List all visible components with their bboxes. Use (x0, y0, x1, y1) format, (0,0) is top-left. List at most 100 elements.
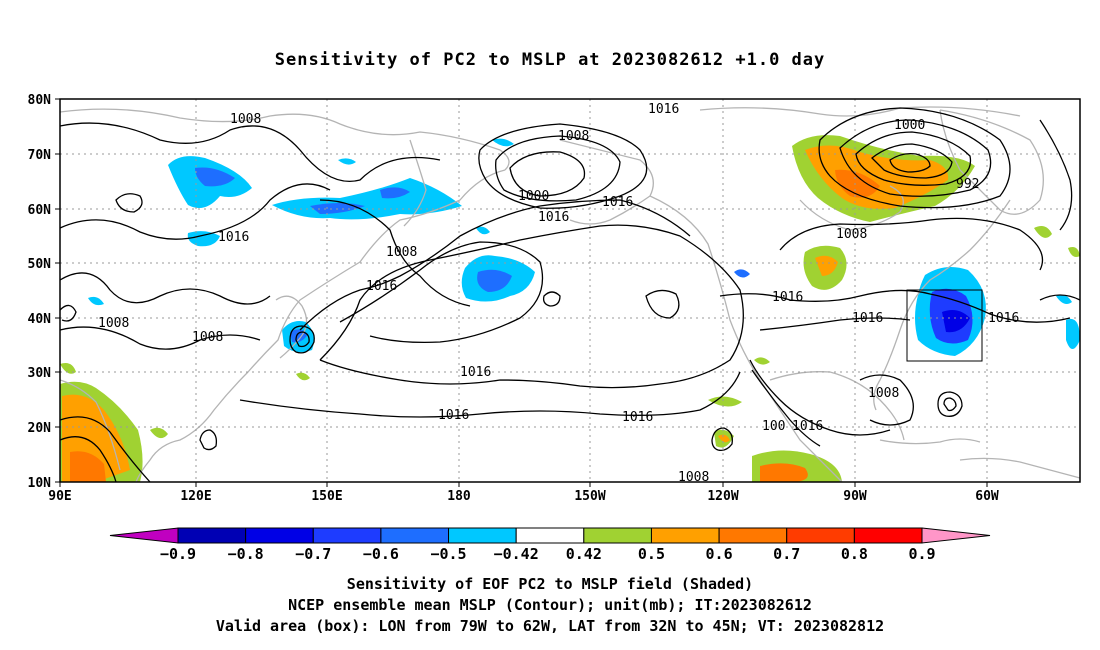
contour-label: 1000 (894, 118, 925, 133)
contour-label: 1016 (538, 210, 569, 225)
shade-atlantic-target-center (942, 310, 970, 333)
contour-small-ring-2 (115, 193, 143, 213)
colorbar-segment (448, 527, 517, 544)
contour-1016-pacific-ridge (299, 199, 691, 331)
lon-label: 150E (311, 489, 342, 504)
contour-label: 1000 (518, 189, 549, 204)
contour-india-2 (59, 436, 117, 483)
colorbar-label: −0.5 (430, 545, 466, 563)
contour-greenland-low-3 (871, 143, 953, 179)
contour-1008-aleutian-inner (495, 135, 621, 202)
contour-label: 1016 (772, 290, 803, 305)
colorbar-segment (650, 527, 720, 544)
colorbar-segment (853, 527, 923, 544)
lat-label: 20N (28, 421, 52, 436)
contour-1008-canada (779, 217, 1044, 271)
contour-1016-na (719, 289, 1071, 323)
shade-east-atlantic-spot2 (1056, 294, 1072, 304)
contour-1008-mexico (751, 369, 821, 447)
coast-asia-east (135, 169, 506, 483)
colorbar-label: 0.8 (841, 545, 868, 563)
colorbar-extend-high (921, 527, 991, 544)
contour-1016-atlantic (759, 317, 911, 331)
shade-mexico-core (760, 463, 808, 482)
lat-label: 40N (28, 312, 52, 327)
lon-label: 90W (843, 489, 867, 504)
contour-label: 100 (762, 419, 785, 434)
coast-south-america (959, 457, 1081, 479)
contour-japan-low-inner (295, 331, 310, 348)
graticule (60, 99, 1080, 482)
colorbar-label: 0.7 (773, 545, 800, 563)
figure-title: Sensitivity of PC2 to MSLP at 2023082612… (274, 50, 826, 70)
contour-label: 1008 (868, 386, 899, 401)
shade-bering-spot (492, 138, 514, 147)
latitude-labels: 80N 70N 60N 50N 40N 30N 20N 10N (28, 93, 52, 491)
shade-alaska-spot (476, 226, 490, 235)
shade-small-spot-1 (338, 158, 356, 165)
caption-line-2: NCEP ensemble mean MSLP (Contour); unit(… (288, 596, 812, 614)
contour-label: 1016 (218, 230, 249, 245)
contour-label: 1016 (988, 311, 1019, 326)
contour-high-center (645, 289, 680, 319)
figure-caption: Sensitivity of EOF PC2 to MSLP field (Sh… (0, 574, 1100, 637)
axis-ticks (55, 98, 988, 487)
contour-greenland-low-4 (889, 152, 931, 173)
contour-1008-gulf (859, 374, 914, 426)
colorbar-segment (312, 527, 382, 544)
lon-label: 90E (48, 489, 71, 504)
contour-1016-mexico (749, 359, 891, 436)
contour-1008-asia-south (59, 326, 261, 350)
contour-label: 1016 (648, 102, 679, 117)
lon-label: 150W (574, 489, 605, 504)
shade-texas-spot (754, 357, 770, 365)
lat-label: 80N (28, 93, 52, 108)
coast-greenland (939, 109, 1044, 215)
contour-atl-high-inner (943, 397, 957, 412)
map-frame (59, 98, 1081, 483)
coast-india (59, 379, 121, 471)
contour-label: 1016 (602, 195, 633, 210)
colorbar-label: 0.6 (706, 545, 733, 563)
contour-label: 1016 (792, 419, 823, 434)
shade-india-center (70, 451, 106, 482)
contour-1000-aleutian (509, 151, 586, 197)
colorbar-segment (786, 527, 855, 544)
colorbar-label: −0.8 (228, 545, 264, 563)
shade-great-lakes-core (815, 255, 838, 276)
colorbar-segment (718, 527, 788, 544)
colorbar-segment (177, 527, 247, 544)
contour-india-1 (59, 416, 151, 483)
colorbar: −0.9 −0.8 −0.7 −0.6 −0.5 −0.42 0.42 0.5 0.6 0.7 0.… (109, 527, 991, 563)
contour-1016-northpac (319, 199, 471, 307)
contour-label: 1008 (386, 245, 417, 260)
lat-label: 30N (28, 366, 52, 381)
caption-line-1: Sensitivity of EOF PC2 to MSLP field (Sh… (346, 575, 754, 593)
shade-central-pacific-core (477, 269, 512, 292)
contour-japan-low-outer (289, 325, 315, 354)
contour-greenland-low-1 (839, 119, 992, 197)
coast-asia-north (59, 108, 510, 171)
shade-tibet-spot (60, 363, 76, 374)
contour-1008-asia-mid (59, 272, 271, 305)
lon-label: 120W (707, 489, 738, 504)
colorbar-label: 0.42 (566, 545, 602, 563)
contour-greenland-low-outer (818, 107, 1011, 209)
shade-indochina-spot (150, 427, 168, 439)
shade-east-atlantic-spot (1066, 318, 1080, 349)
lat-label: 60N (28, 203, 52, 218)
colorbar-label: −0.6 (363, 545, 399, 563)
colorbar-label: 0.5 (638, 545, 665, 563)
contour-1008-aleutian (478, 123, 648, 209)
contour-label: 1016 (366, 279, 397, 294)
contour-1016-asia (59, 183, 331, 240)
contour-label: 1016 (622, 410, 653, 425)
contour-label: 1016 (852, 311, 883, 326)
contour-label: 992 (956, 177, 979, 192)
shade-baja-core (718, 434, 730, 443)
colorbar-label: −0.42 (494, 545, 539, 563)
contour-small-ring-1 (59, 304, 77, 322)
lon-label: 180 (447, 489, 471, 504)
caption-line-3: Valid area (box): LON from 79W to 62W, L… (215, 617, 885, 635)
contour-1016-south (239, 371, 741, 418)
